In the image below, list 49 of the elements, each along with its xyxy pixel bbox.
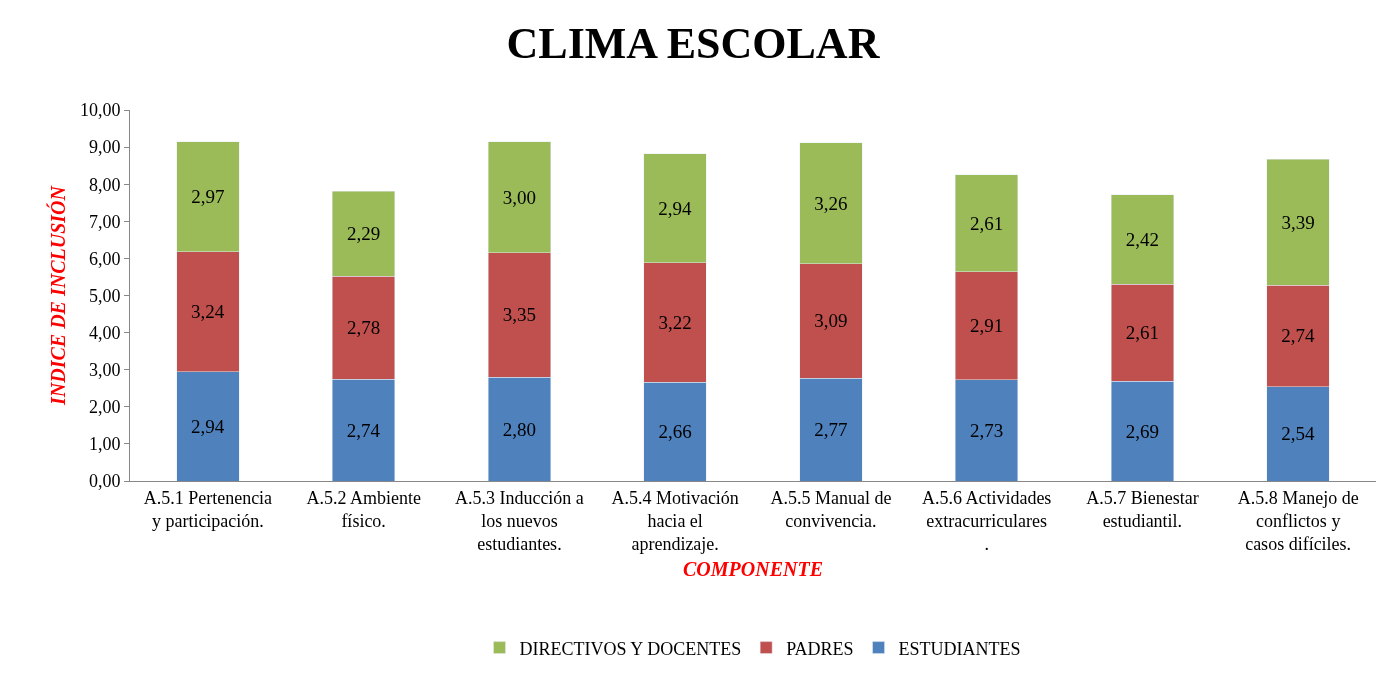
y-tick-label: 7,00 [88,211,121,232]
data-label: 3,24 [191,301,225,323]
data-label: 2,97 [191,186,225,208]
data-label: 2,66 [658,421,692,443]
y-tick-label: 10,00 [79,100,121,121]
data-label: 2,91 [970,315,1004,337]
legend-label: PADRES [786,638,854,659]
x-tick-label: A.5.6 Actividades extracurriculares. [921,487,1052,555]
data-label: 2,74 [1281,325,1315,347]
x-tick-label: A.5.2 Ambiente físico. [306,487,421,531]
data-label: 2,69 [1125,420,1160,442]
data-label: 2,54 [1281,423,1315,445]
data-label: 3,26 [814,192,848,214]
data-label: 2,42 [1125,228,1160,250]
data-label: 3,22 [658,312,692,334]
data-label: 3,35 [502,304,537,326]
x-tick-label: A.5.5 Manual de convivencia. [770,487,892,531]
data-label: 2,29 [347,223,381,245]
x-tick-label: A.5.7 Bienestar estudiantil. [1086,487,1199,531]
y-tick-label: 0,00 [88,471,121,492]
legend-label: ESTUDIANTES [898,638,1021,659]
y-axis-title: INDICE DE INCLUSIÓN [46,184,70,406]
data-label: 2,77 [814,419,848,441]
data-label: 2,74 [346,419,381,441]
y-tick-label: 5,00 [88,285,121,306]
y-tick-label: 9,00 [88,137,121,158]
legend-label: DIRECTIVOS Y DOCENTES [519,638,742,659]
data-label: 3,09 [814,310,848,332]
data-label: 3,39 [1281,211,1315,233]
x-tick-label: A.5.8 Manejo de conflictos y casos difíciles. [1237,487,1359,555]
chart-title: CLIMA ESCOLAR [506,18,881,68]
y-tick-label: 1,00 [88,434,121,455]
y-tick-label: 2,00 [88,397,121,418]
x-tick-label: A.5.4 Motivación hacia el aprendizaje. [611,487,739,555]
data-label: 2,61 [970,212,1004,234]
x-axis-title: COMPONENTE [682,557,824,580]
y-tick-label: 8,00 [88,174,121,195]
x-tick-label: A.5.3 Inducción a los nuevos estudiantes. [454,487,584,555]
data-label: 2,80 [502,418,537,440]
data-label: 2,61 [1125,322,1160,344]
y-tick-label: 3,00 [88,360,121,380]
data-label: 2,73 [970,419,1004,441]
data-label: 3,00 [502,186,537,208]
data-label: 2,94 [658,197,692,219]
y-tick-label: 6,00 [88,248,121,269]
y-tick-label: 4,00 [88,322,121,343]
x-tick-label: A.5.1 Pertenencia y participación. [143,487,273,531]
data-label: 2,94 [191,415,225,437]
data-label: 2,78 [347,317,381,339]
